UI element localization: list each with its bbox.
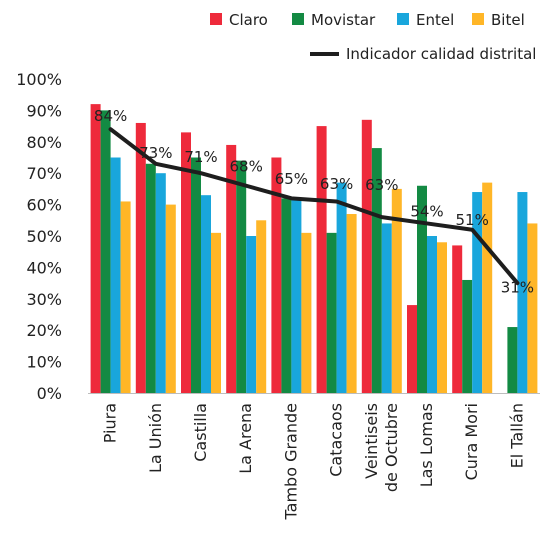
data-label: 71% <box>184 148 217 166</box>
x-tick-label: Castilla <box>191 403 210 462</box>
bar-claro <box>135 122 146 394</box>
bar-entel <box>336 182 347 393</box>
bar-bitel <box>165 204 176 393</box>
bar-movistar <box>100 110 111 394</box>
legend-label-entel: Entel <box>416 11 454 29</box>
bar-movistar <box>507 327 518 393</box>
bar-movistar <box>326 232 337 393</box>
bar-movistar <box>371 148 382 393</box>
bar-bitel <box>482 182 493 393</box>
bar-entel <box>517 192 528 393</box>
y-tick-label: 60% <box>26 196 62 215</box>
bar-claro <box>271 157 282 393</box>
x-axis: Piura La Unión Castilla La Arena Tambo Grand… <box>88 393 540 520</box>
bar-entel <box>246 236 257 393</box>
legend-label-bitel: Bitel <box>491 11 525 29</box>
bar-bitel <box>346 214 357 393</box>
quality-line-layer <box>108 127 520 286</box>
y-tick-label: 80% <box>26 133 62 152</box>
bar-bitel <box>527 223 538 393</box>
legend-swatch-claro <box>210 13 222 25</box>
y-tick-label: 70% <box>26 164 62 183</box>
y-tick-label: 10% <box>26 353 62 372</box>
x-tick-label: Las Lomas <box>417 403 436 487</box>
x-tick-label: Cura Mori <box>462 403 481 480</box>
legend: Claro Movistar Entel Bitel Indicador calidad… <box>210 11 536 63</box>
bar-movistar <box>417 185 427 393</box>
data-label: 63% <box>320 175 353 193</box>
y-tick-label: 40% <box>26 258 62 277</box>
bar-entel <box>427 236 437 393</box>
bar-bitel <box>437 242 447 393</box>
bar-bitel <box>391 188 402 393</box>
bar-entel <box>155 173 166 393</box>
data-label: 51% <box>456 211 489 229</box>
y-tick-label: 30% <box>26 290 62 309</box>
y-tick-label: 50% <box>26 227 62 246</box>
bar-movistar <box>236 160 247 393</box>
bar-claro <box>361 119 372 393</box>
x-tick-label: Tambo Grande <box>281 403 300 520</box>
bar-bitel <box>256 220 267 393</box>
y-axis: 0% 10% 20% 30% 40% 50% 60% 70% 80% 90% 100% <box>16 70 62 403</box>
data-label: 65% <box>275 170 308 188</box>
data-label: 54% <box>410 202 443 220</box>
legend-label-movistar: Movistar <box>311 11 376 29</box>
bar-claro <box>90 104 101 394</box>
data-labels: 84% 73% 71% 68% 65% 63% 63% 54% 51% 31% <box>94 107 534 296</box>
bar-bitel <box>211 232 221 393</box>
x-tick-label: La Unión <box>146 403 165 473</box>
bar-movistar <box>462 279 473 393</box>
legend-swatch-movistar <box>292 13 304 25</box>
x-tick-label: El Tallán <box>507 403 526 468</box>
legend-label-claro: Claro <box>229 11 268 29</box>
legend-swatch-bitel <box>472 13 484 25</box>
data-label: 31% <box>501 279 534 297</box>
y-tick-label: 100% <box>16 70 62 89</box>
y-tick-label: 0% <box>37 384 62 403</box>
x-tick-label: Catacaos <box>327 403 346 477</box>
legend-label-indicador: Indicador calidad distrital <box>346 45 536 63</box>
bar-entel <box>291 198 302 393</box>
bar-claro <box>452 245 463 393</box>
bar-claro <box>316 126 327 393</box>
bar-movistar <box>191 157 201 393</box>
bar-entel <box>110 157 121 393</box>
data-label: 68% <box>230 157 263 175</box>
y-tick-label: 90% <box>26 101 62 120</box>
data-label: 63% <box>365 176 398 194</box>
bar-claro <box>407 305 417 393</box>
bar-entel <box>201 195 211 393</box>
bar-claro <box>226 144 237 393</box>
bar-movistar <box>145 163 156 393</box>
legend-swatch-entel <box>397 13 409 25</box>
bar-bitel <box>301 232 312 393</box>
y-tick-label: 20% <box>26 321 62 340</box>
data-label: 73% <box>139 144 172 162</box>
bar-entel <box>472 192 483 393</box>
data-label: 84% <box>94 107 127 125</box>
bar-claro <box>181 132 191 393</box>
quality-line <box>108 127 520 286</box>
x-tick-label: Veintiseis <box>362 403 381 479</box>
x-tick-label: La Arena <box>236 403 255 474</box>
bars <box>90 104 538 394</box>
bar-movistar <box>281 198 292 393</box>
bar-bitel <box>120 201 131 393</box>
x-tick-label: de Octubre <box>382 403 401 492</box>
bar-entel <box>381 223 392 393</box>
x-tick-label: Piura <box>101 403 120 443</box>
